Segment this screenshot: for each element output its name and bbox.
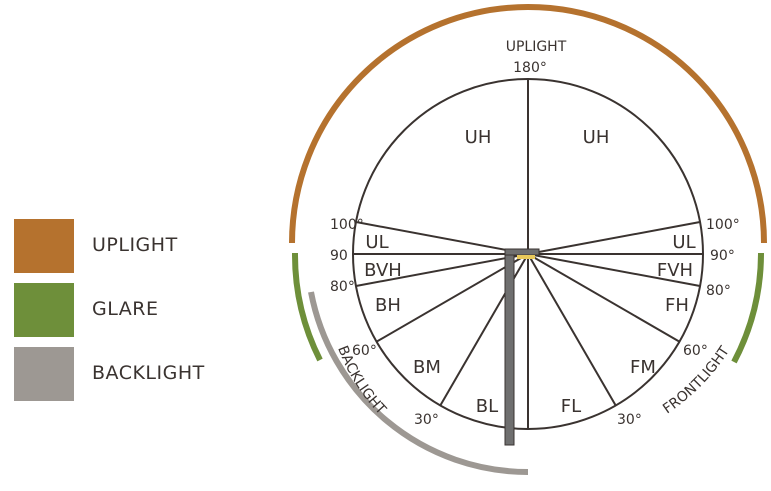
legend-item-glare: GLARE bbox=[14, 283, 274, 337]
angle-right-30-label: 30° bbox=[617, 412, 642, 428]
line-left-30 bbox=[439, 253, 529, 407]
angle-left-100-label: 100° bbox=[330, 217, 364, 233]
zone-uh-left: UH bbox=[465, 127, 492, 148]
luminaire-lamp bbox=[517, 255, 535, 259]
zone-fh: FH bbox=[665, 295, 689, 316]
angle-right-90-label: 90° bbox=[710, 248, 735, 264]
line-right-30 bbox=[527, 253, 617, 407]
angle-right-60-label: 60° bbox=[683, 343, 708, 359]
angle-180-label: 180° bbox=[513, 60, 547, 76]
legend-label-backlight: BACKLIGHT bbox=[92, 362, 205, 384]
zone-bl: BL bbox=[476, 396, 498, 417]
angle-left-80-label: 80° bbox=[330, 279, 355, 295]
backlight-arc bbox=[308, 291, 529, 475]
uplight-heading: UPLIGHT bbox=[506, 39, 567, 55]
line-right-60 bbox=[527, 253, 681, 343]
angle-left-60-label: 60° bbox=[352, 343, 377, 359]
zone-ul-right: UL bbox=[672, 232, 695, 253]
zone-ul-left: UL bbox=[365, 232, 388, 253]
luminaire-arm bbox=[504, 248, 540, 256]
glare-swatch bbox=[14, 283, 74, 337]
line-left-60 bbox=[375, 253, 529, 343]
line-right-100 bbox=[527, 221, 701, 255]
backlight-swatch bbox=[14, 347, 74, 401]
line-right-80 bbox=[527, 253, 701, 287]
zone-bvh: BVH bbox=[364, 260, 402, 281]
zone-fvh: FVH bbox=[657, 260, 693, 281]
legend-item-uplight: UPLIGHT bbox=[14, 219, 274, 273]
line-left-80 bbox=[355, 253, 529, 287]
zone-uh-right: UH bbox=[583, 127, 610, 148]
zone-bm: BM bbox=[413, 357, 441, 378]
legend-label-uplight: UPLIGHT bbox=[92, 234, 178, 256]
legend-label-glare: GLARE bbox=[92, 298, 159, 320]
zone-bh: BH bbox=[375, 295, 401, 316]
glare-arc-right bbox=[731, 252, 765, 364]
angle-left-90-label: 90 bbox=[330, 248, 348, 264]
uplight-swatch bbox=[14, 219, 74, 273]
pole bbox=[504, 248, 515, 446]
line-left-100 bbox=[355, 221, 529, 255]
glare-arc-left bbox=[291, 252, 323, 362]
angle-right-80-label: 80° bbox=[706, 283, 731, 299]
zone-fm: FM bbox=[630, 357, 656, 378]
angle-left-30-label: 30° bbox=[414, 412, 439, 428]
legend-item-backlight: BACKLIGHT bbox=[14, 347, 274, 401]
uplight-arc bbox=[289, 4, 767, 244]
angle-right-100-label: 100° bbox=[706, 217, 740, 233]
zone-fl: FL bbox=[561, 396, 581, 417]
